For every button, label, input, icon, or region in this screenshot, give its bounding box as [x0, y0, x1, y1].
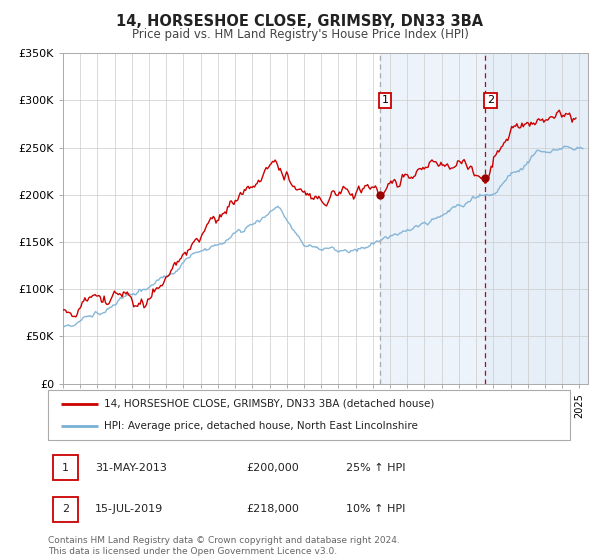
- Text: Price paid vs. HM Land Registry's House Price Index (HPI): Price paid vs. HM Land Registry's House …: [131, 28, 469, 41]
- Text: 15-JUL-2019: 15-JUL-2019: [95, 505, 163, 514]
- Text: 31-MAY-2013: 31-MAY-2013: [95, 463, 167, 473]
- Text: 25% ↑ HPI: 25% ↑ HPI: [346, 463, 405, 473]
- Text: Contains HM Land Registry data © Crown copyright and database right 2024.
This d: Contains HM Land Registry data © Crown c…: [48, 536, 400, 556]
- Bar: [380, 53, 588, 384]
- Text: 10% ↑ HPI: 10% ↑ HPI: [346, 505, 405, 514]
- Text: 14, HORSESHOE CLOSE, GRIMSBY, DN33 3BA (detached house): 14, HORSESHOE CLOSE, GRIMSBY, DN33 3BA (…: [104, 399, 435, 409]
- Bar: [485, 53, 588, 384]
- Text: 2: 2: [487, 95, 494, 105]
- Text: £200,000: £200,000: [247, 463, 299, 473]
- Text: 2: 2: [62, 505, 70, 514]
- Text: HPI: Average price, detached house, North East Lincolnshire: HPI: Average price, detached house, Nort…: [104, 421, 418, 431]
- Text: 14, HORSESHOE CLOSE, GRIMSBY, DN33 3BA: 14, HORSESHOE CLOSE, GRIMSBY, DN33 3BA: [116, 14, 484, 29]
- FancyBboxPatch shape: [48, 390, 570, 440]
- Text: 1: 1: [382, 95, 389, 105]
- FancyBboxPatch shape: [53, 455, 78, 480]
- FancyBboxPatch shape: [53, 497, 78, 522]
- Text: 1: 1: [62, 463, 69, 473]
- Text: £218,000: £218,000: [247, 505, 299, 514]
